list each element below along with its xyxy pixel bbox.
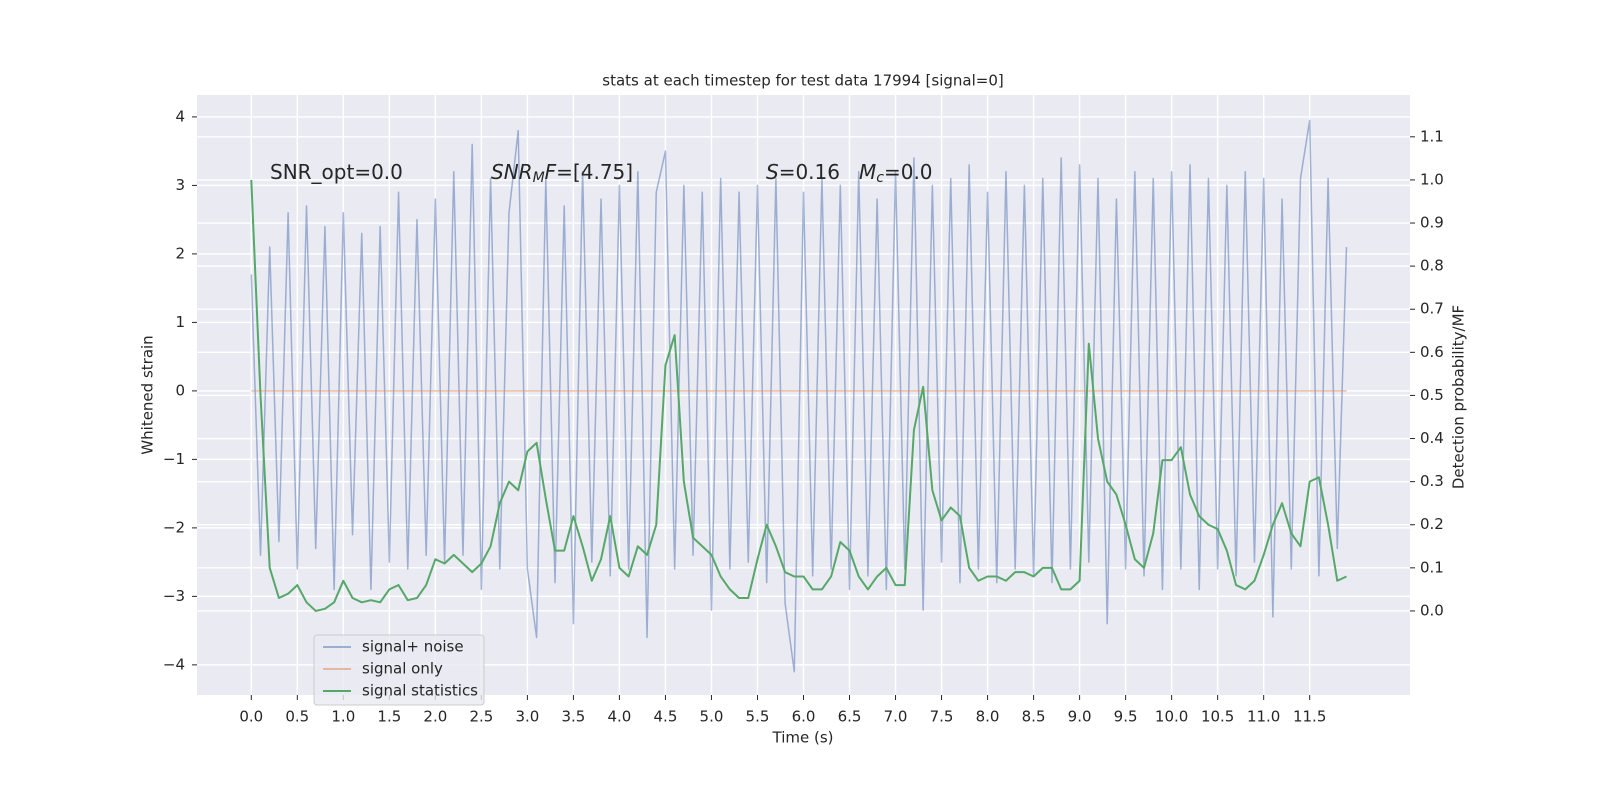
- legend-label: signal+ noise: [362, 638, 464, 656]
- x-tick-label: 6.0: [792, 708, 816, 726]
- y2-tick-label: 0.2: [1420, 515, 1444, 533]
- y-axis-label: Whitened strain: [139, 335, 157, 454]
- x-tick-label: 1.0: [331, 708, 355, 726]
- y-tick-label: 0: [175, 381, 185, 399]
- y2-axis-label: Detection probability/MF: [1450, 305, 1468, 489]
- y2-tick-label: 0.6: [1420, 343, 1444, 361]
- y-tick-label: 4: [175, 107, 185, 125]
- x-axis-label: Time (s): [772, 729, 834, 747]
- x-tick-label: 11.5: [1293, 708, 1326, 726]
- y-tick-label: −1: [163, 450, 185, 468]
- annotation-part: S: [766, 160, 779, 184]
- ticks: 0.0 0.5 1.0 1.5 2.0 2.5 3.0 3.5 4.0 4.5 5.0 5.5 6.0 6…: [163, 107, 1444, 725]
- y2-tick-label: 1.1: [1420, 127, 1444, 145]
- x-tick-label: 2.5: [469, 708, 493, 726]
- annotation-part: F: [545, 160, 557, 184]
- x-tick-label: 6.5: [838, 708, 862, 726]
- y-tick-label: 3: [175, 176, 185, 194]
- y-tick-label: 1: [175, 313, 185, 331]
- annotation-part: SNR_opt=0.0: [270, 160, 403, 184]
- legend: signal+ noise signal only signal statistic…: [313, 634, 485, 706]
- y-tick-label: −3: [163, 587, 185, 605]
- x-tick-label: 10.5: [1201, 708, 1234, 726]
- annotation-part: =[4.75]: [556, 160, 633, 184]
- x-tick-label: 8.5: [1022, 708, 1046, 726]
- y-tick-label: −2: [163, 518, 185, 536]
- annotation-part: SNR: [491, 160, 533, 184]
- y2-tick-label: 0.0: [1420, 601, 1444, 619]
- x-tick-label: 3.0: [515, 708, 539, 726]
- x-tick-label: 9.5: [1114, 708, 1138, 726]
- annotation: SNR_opt=0.0: [270, 160, 403, 184]
- annotation-part: M: [859, 160, 876, 184]
- legend-label: signal statistics: [362, 682, 478, 700]
- y-tick-label: 2: [175, 244, 185, 262]
- annotation-part: M: [533, 170, 545, 186]
- x-tick-label: 8.0: [976, 708, 1000, 726]
- x-tick-label: 0.5: [285, 708, 309, 726]
- y2-tick-label: 0.9: [1420, 214, 1444, 232]
- chart-title: stats at each timestep for test data 179…: [602, 72, 1003, 90]
- x-tick-label: 7.5: [930, 708, 954, 726]
- y2-tick-label: 0.7: [1420, 300, 1444, 318]
- y2-tick-label: 0.5: [1420, 386, 1444, 404]
- y2-tick-label: 0.3: [1420, 472, 1444, 490]
- x-tick-label: 7.0: [884, 708, 908, 726]
- x-tick-label: 0.0: [239, 708, 263, 726]
- x-tick-label: 9.0: [1068, 708, 1092, 726]
- annotation-part: =0.0: [884, 160, 933, 184]
- series-line: [250, 179, 1347, 612]
- x-tick-label: 3.5: [561, 708, 585, 726]
- y2-tick-label: 0.8: [1420, 257, 1444, 275]
- x-tick-label: 4.0: [608, 708, 632, 726]
- annotation: S=0.16: [766, 160, 840, 184]
- legend-box: [313, 634, 485, 706]
- x-tick-label: 2.0: [423, 708, 447, 726]
- annotation: Mc=0.0: [859, 160, 933, 187]
- annotations: SNR_opt=0.0 SNRMF=[4.75] S=0.16 Mc=0.0: [270, 160, 933, 187]
- x-tick-label: 5.0: [700, 708, 724, 726]
- marks: [250, 119, 1348, 673]
- annotation-part: =0.16: [779, 160, 840, 184]
- y-tick-label: −4: [163, 655, 185, 673]
- legend-label: signal only: [362, 660, 443, 678]
- x-tick-label: 1.5: [377, 708, 401, 726]
- x-tick-label: 11.0: [1247, 708, 1280, 726]
- series-line: [250, 119, 1348, 673]
- x-tick-label: 5.5: [746, 708, 770, 726]
- annotation-part: c: [876, 170, 884, 186]
- y2-tick-label: 0.4: [1420, 429, 1444, 447]
- annotation: SNRMF=[4.75]: [491, 160, 633, 187]
- y2-tick-label: 0.1: [1420, 558, 1444, 576]
- x-tick-label: 10.0: [1155, 708, 1188, 726]
- y2-tick-label: 1.0: [1420, 170, 1444, 188]
- x-tick-label: 4.5: [654, 708, 678, 726]
